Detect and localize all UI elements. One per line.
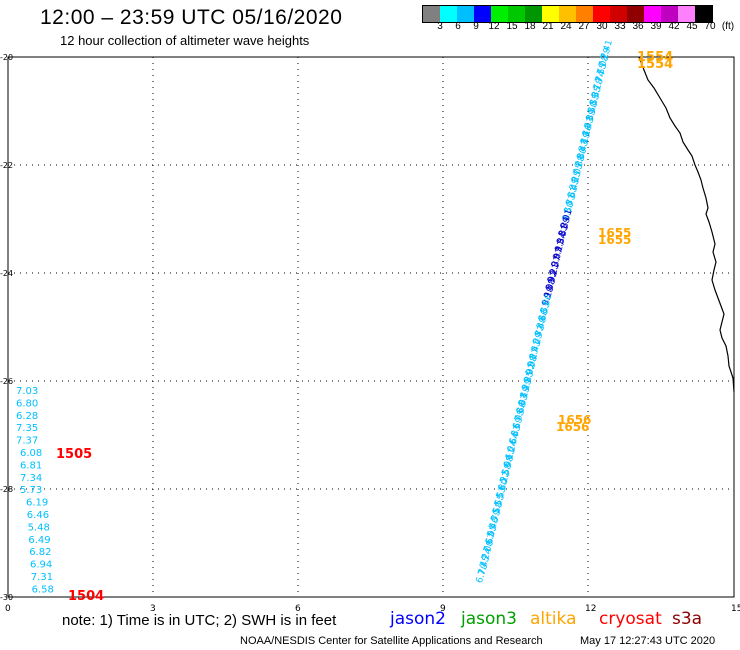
legend-label: 70: [704, 21, 716, 32]
legend-swatch: [440, 6, 457, 22]
color-legend: [422, 5, 713, 23]
legend-label: 15: [506, 21, 518, 32]
legend-swatch: [423, 6, 440, 22]
time-label: 1554: [637, 57, 673, 72]
legend-swatch: [542, 6, 559, 22]
generated-timestamp: May 17 12:27:43 UTC 2020: [580, 635, 716, 647]
left-track-value: 6.19: [26, 498, 48, 509]
x-tick-label: 15: [731, 604, 740, 614]
x-tick-label: 3: [150, 604, 156, 614]
left-track-value: 6.49: [28, 535, 50, 546]
time-label: 1505: [56, 447, 92, 462]
legend-swatch: [695, 6, 712, 22]
legend-label: 12: [488, 21, 500, 32]
left-track-value: 6.94: [30, 560, 52, 571]
page-title: 12:00 – 23:59 UTC 05/16/2020: [40, 6, 343, 29]
satellite-s3a: s3a: [672, 609, 703, 629]
left-track-value: 7.31: [31, 572, 53, 583]
legend-label: 21: [542, 21, 554, 32]
left-track-value: 6.81: [20, 460, 42, 471]
legend-swatch: [661, 6, 678, 22]
legend-label: 36: [632, 21, 644, 32]
y-tick-label: -24: [0, 269, 13, 278]
satellite-cryosat: cryosat: [599, 609, 662, 629]
left-track-value: 5.73: [20, 485, 42, 496]
y-tick-label: -28: [0, 485, 13, 494]
credit-line: NOAA/NESDIS Center for Satellite Applica…: [240, 635, 543, 647]
legend-label: (ft): [721, 21, 735, 32]
left-track-value: 6.46: [27, 510, 49, 521]
legend-label: 33: [614, 21, 626, 32]
legend-label: 45: [686, 21, 698, 32]
time-label: 1656: [558, 413, 591, 427]
legend-label: 24: [560, 21, 572, 32]
legend-swatch: [508, 6, 525, 22]
left-track-value: 6.08: [20, 448, 42, 459]
legend-swatch: [644, 6, 661, 22]
map-frame: [7, 56, 735, 598]
x-tick-label: 0: [5, 604, 11, 614]
time-label: 1504: [68, 589, 104, 604]
legend-swatch: [457, 6, 474, 22]
legend-swatch: [610, 6, 627, 22]
y-tick-label: -26: [0, 377, 13, 386]
left-track-value: 7.34: [20, 473, 42, 484]
satellite-altika: altika: [530, 609, 577, 629]
legend-label: 39: [650, 21, 662, 32]
legend-swatch: [474, 6, 491, 22]
left-track-value: 7.37: [16, 436, 38, 447]
legend-swatch: [678, 6, 695, 22]
time-label: 1554: [637, 50, 673, 65]
footer-note: note: 1) Time is in UTC; 2) SWH is in fe…: [62, 612, 337, 629]
legend-swatch: [491, 6, 508, 22]
legend-label: 30: [596, 21, 608, 32]
legend-swatch: [525, 6, 542, 22]
time-label: 1656: [556, 420, 589, 434]
y-tick-label: -30: [0, 593, 13, 602]
legend-label: 3: [437, 21, 443, 32]
legend-swatch: [593, 6, 610, 22]
legend-label: 42: [668, 21, 680, 32]
legend-swatch: [559, 6, 576, 22]
left-track-value: 6.80: [16, 398, 38, 409]
legend-label: 6: [455, 21, 461, 32]
left-track-value: 6.58: [32, 584, 54, 595]
diag-track-value: 6.70: [475, 562, 491, 584]
satellite-jason2: jason2: [390, 609, 446, 629]
left-track-value: 6.28: [16, 411, 38, 422]
left-track-value: 6.82: [29, 547, 51, 558]
x-tick-label: 12: [585, 604, 596, 614]
x-tick-label: 9: [440, 604, 446, 614]
legend-label: 18: [524, 21, 536, 32]
y-tick-label: -20: [0, 53, 13, 62]
y-tick-label: -22: [0, 161, 13, 170]
color-legend-labels: 3 6 9 12 15 18 21 24 27 30 33 36 39 42 45 70 (ft): [422, 21, 740, 35]
page-subtitle: 12 hour collection of altimeter wave hei…: [60, 33, 310, 48]
time-label: 1655: [598, 226, 631, 240]
satellite-jason3: jason3: [461, 609, 517, 629]
legend-swatch: [627, 6, 644, 22]
left-track-value: 7.03: [16, 386, 38, 397]
left-track-value: 7.35: [16, 423, 38, 434]
left-track-value: 5.48: [28, 522, 50, 533]
coastline: [638, 56, 735, 393]
x-tick-label: 6: [295, 604, 301, 614]
legend-label: 9: [473, 21, 479, 32]
legend-label: 27: [578, 21, 590, 32]
legend-swatch: [576, 6, 593, 22]
time-label: 1655: [598, 233, 631, 247]
